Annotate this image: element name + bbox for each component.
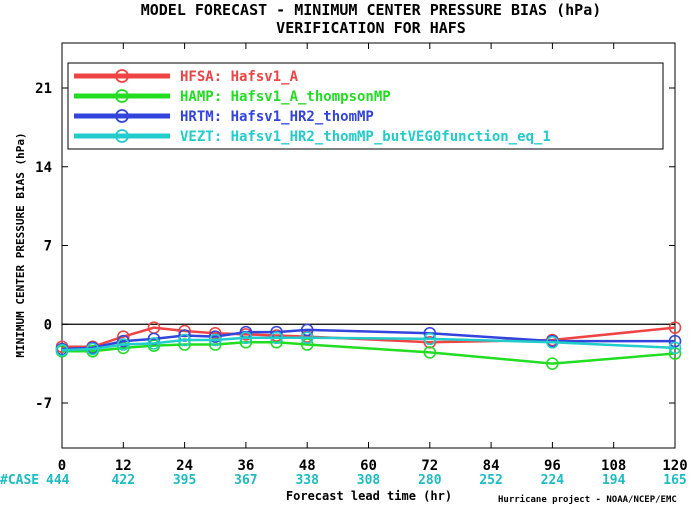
data-point (300, 331, 314, 345)
y-tick-label: 14 (35, 160, 52, 176)
x-tick-label: 36 (237, 458, 254, 474)
data-point (86, 342, 99, 356)
data-point (239, 331, 253, 345)
legend: HFSA: Hafsv1_A HAMP: Hafsv1_A_thompsonMP H… (67, 62, 664, 150)
y-tick-label: -7 (35, 396, 52, 412)
data-point (270, 331, 283, 345)
data-point (423, 332, 437, 346)
legend-marker (115, 69, 129, 83)
data-point (546, 357, 559, 370)
data-point (208, 333, 222, 347)
case-count: 422 (112, 473, 135, 488)
x-tick-label: 48 (299, 458, 316, 474)
case-label: #CASE (0, 473, 39, 488)
y-axis-label: MINIMUM CENTER PRESSURE BIAS (hPa) (14, 132, 27, 357)
x-tick-label: 0 (58, 458, 66, 474)
case-count: 194 (602, 473, 626, 488)
chart-title: MODEL FORECAST - MINIMUM CENTER PRESSURE… (141, 1, 602, 19)
case-count: 395 (173, 473, 196, 488)
legend-marker (115, 129, 129, 143)
data-point (668, 347, 682, 360)
data-point (668, 321, 682, 334)
legend-label: HFSA: Hafsv1_A (180, 69, 299, 85)
series-line (62, 341, 676, 365)
data-point (55, 343, 69, 357)
data-point (117, 334, 130, 348)
data-point (178, 333, 191, 347)
case-count: 338 (295, 473, 319, 488)
data-point (117, 338, 130, 351)
data-point (208, 330, 222, 343)
data-point (423, 346, 437, 359)
y-tick-label: 7 (44, 239, 52, 255)
legend-label: HRTM: Hafsv1_HR2_thomMP (180, 109, 374, 125)
data-point (668, 341, 682, 355)
case-count: 280 (418, 473, 442, 488)
x-tick-label: 60 (360, 458, 377, 474)
legend-marker (115, 109, 129, 123)
x-axis-label: Forecast lead time (hr) (286, 489, 452, 503)
x-tick-label: 96 (544, 458, 561, 474)
case-count: 308 (357, 473, 381, 488)
legend-marker (115, 89, 129, 103)
x-tick-label: 120 (662, 458, 687, 474)
credit-text: Hurricane project - NOAA/NCEP/EMC (498, 494, 677, 505)
case-count: 224 (541, 473, 565, 488)
legend-label: VEZT: Hafsv1_HR2_thomMP_butVEG0function_… (180, 129, 551, 145)
x-tick-label: 12 (115, 458, 132, 474)
data-point (147, 337, 161, 350)
case-count: 444 (46, 473, 70, 488)
case-count: 252 (479, 473, 502, 488)
legend-label: HAMP: Hafsv1_A_thompsonMP (180, 89, 391, 105)
y-tick-label: 0 (44, 317, 52, 333)
x-tick-label: 24 (176, 458, 193, 474)
data-point (300, 323, 314, 337)
case-count: 165 (663, 473, 686, 488)
data-point (423, 335, 437, 349)
case-count: 367 (234, 473, 257, 488)
data-point (546, 335, 559, 349)
x-tick-label: 84 (483, 458, 500, 474)
x-tick-label: 108 (601, 458, 626, 474)
y-tick-label: 21 (35, 81, 52, 97)
x-tick-label: 72 (421, 458, 438, 474)
chart-subtitle: VERIFICATION FOR HAFS (276, 19, 466, 37)
